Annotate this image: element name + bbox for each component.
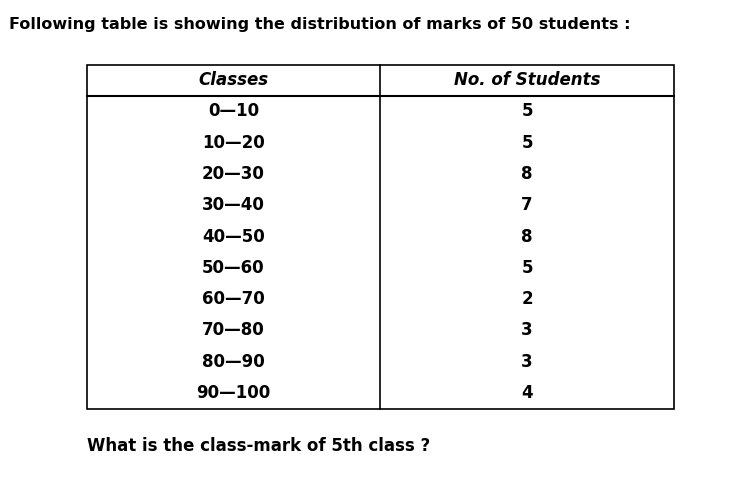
Text: 5: 5 <box>521 134 533 152</box>
Text: 50—60: 50—60 <box>202 259 265 277</box>
Text: 2: 2 <box>521 290 533 308</box>
Text: 5: 5 <box>521 102 533 120</box>
Text: 20—30: 20—30 <box>202 165 265 183</box>
Text: 4: 4 <box>521 384 533 402</box>
Text: 10—20: 10—20 <box>202 134 265 152</box>
Text: What is the class-mark of 5th class ?: What is the class-mark of 5th class ? <box>87 437 430 456</box>
Text: 3: 3 <box>521 322 533 339</box>
Text: 8: 8 <box>521 228 533 246</box>
Text: 30—40: 30—40 <box>202 196 265 214</box>
Text: 5: 5 <box>521 259 533 277</box>
Text: 8: 8 <box>521 165 533 183</box>
Text: 80—90: 80—90 <box>202 353 265 371</box>
Text: 0—10: 0—10 <box>208 102 259 120</box>
Text: 70—80: 70—80 <box>202 322 265 339</box>
Text: 3: 3 <box>521 353 533 371</box>
Text: 7: 7 <box>521 196 533 214</box>
Text: 60—70: 60—70 <box>202 290 265 308</box>
Text: 90—100: 90—100 <box>197 384 270 402</box>
Text: Classes: Classes <box>198 71 269 89</box>
Text: Following table is showing the distribution of marks of 50 students :: Following table is showing the distribut… <box>9 17 630 32</box>
Text: 40—50: 40—50 <box>202 228 265 246</box>
Text: No. of Students: No. of Students <box>454 71 600 89</box>
